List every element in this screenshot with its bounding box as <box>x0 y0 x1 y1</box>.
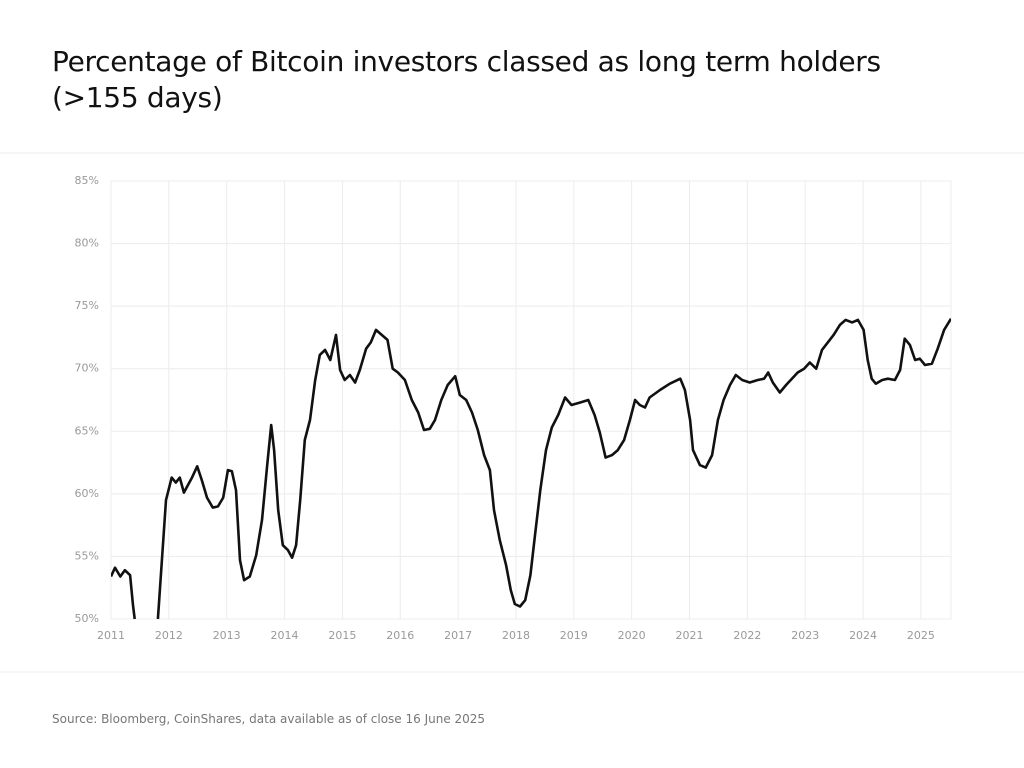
x-tick-label: 2025 <box>907 629 935 642</box>
y-tick-label: 75% <box>75 299 99 312</box>
y-tick-label: 60% <box>75 487 99 500</box>
x-tick-label: 2015 <box>328 629 356 642</box>
x-tick-label: 2012 <box>155 629 183 642</box>
chart-title: Percentage of Bitcoin investors classed … <box>52 45 881 114</box>
x-tick-label: 2019 <box>560 629 588 642</box>
x-tick-label: 2020 <box>618 629 646 642</box>
x-tick-label: 2024 <box>849 629 877 642</box>
y-tick-label: 50% <box>75 612 99 625</box>
x-tick-label: 2017 <box>444 629 472 642</box>
x-tick-label: 2021 <box>676 629 704 642</box>
x-tick-label: 2023 <box>791 629 819 642</box>
y-tick-label: 65% <box>75 424 99 437</box>
x-tick-label: 2016 <box>386 629 414 642</box>
x-tick-label: 2022 <box>733 629 761 642</box>
y-tick-label: 85% <box>75 174 99 187</box>
x-tick-label: 2011 <box>97 629 125 642</box>
x-tick-label: 2018 <box>502 629 530 642</box>
background-grid <box>0 152 1024 673</box>
data-line <box>111 318 951 620</box>
x-tick-label: 2014 <box>271 629 299 642</box>
y-tick-label: 80% <box>75 237 99 250</box>
x-tick-label: 2013 <box>213 629 241 642</box>
y-tick-label: 70% <box>75 362 99 375</box>
y-tick-label: 55% <box>75 549 99 562</box>
source-note: Source: Bloomberg, CoinShares, data avai… <box>52 712 486 726</box>
